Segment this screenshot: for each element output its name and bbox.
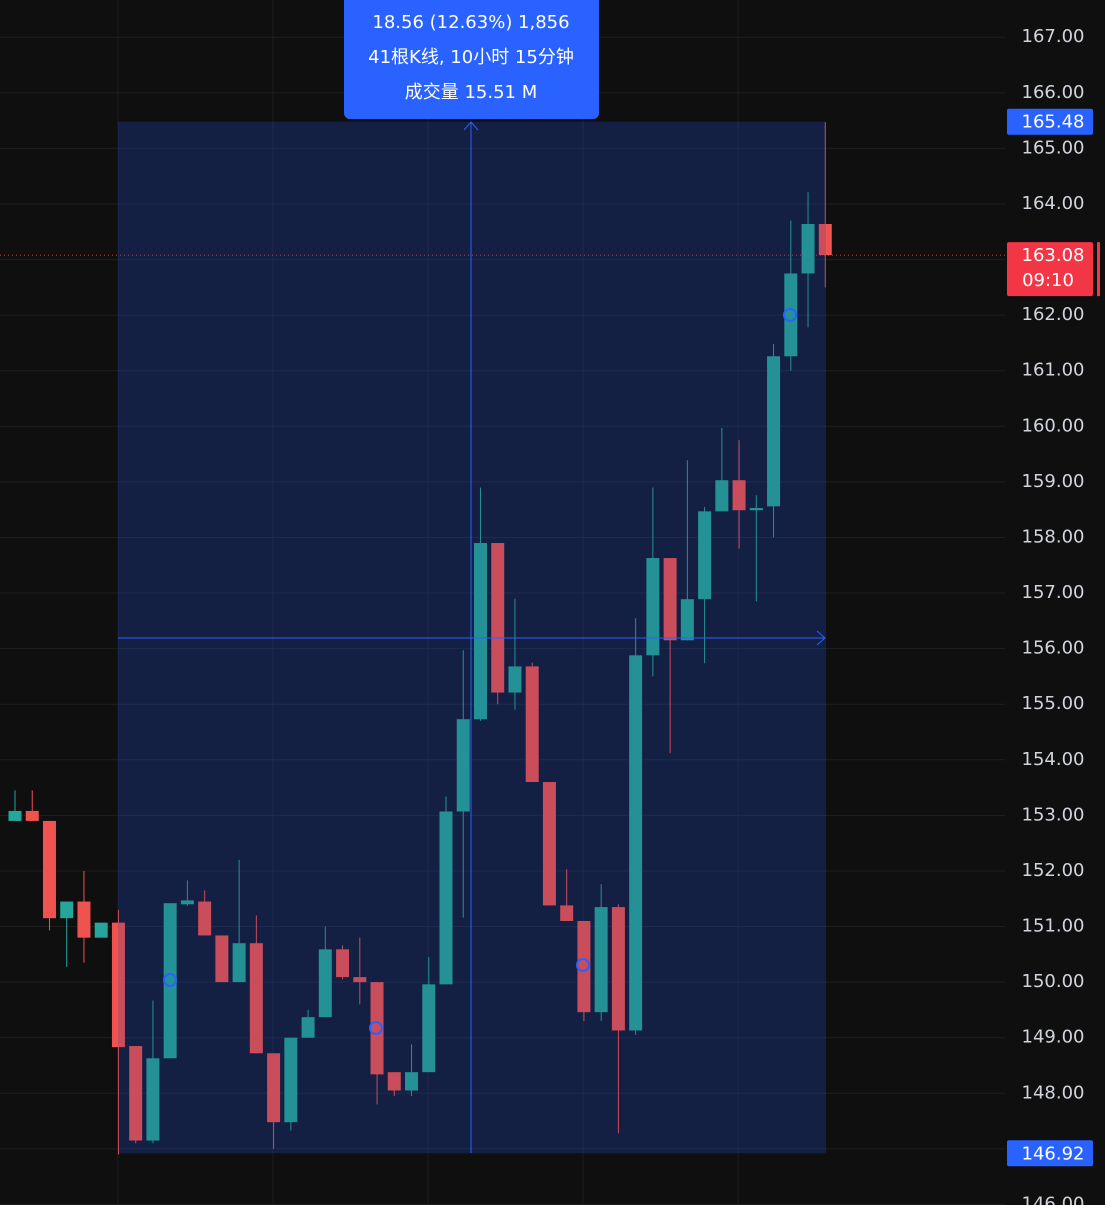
candle-body: [508, 666, 522, 693]
y-tick-label: 164.00: [1022, 193, 1085, 214]
candle-body: [77, 901, 91, 938]
candle-body: [336, 949, 350, 978]
candle-body: [801, 223, 815, 274]
candle-body: [542, 782, 556, 906]
y-tick-label: 150.00: [1022, 971, 1085, 992]
candle-body: [473, 543, 487, 720]
candle-body: [525, 666, 539, 783]
candle-body: [749, 508, 763, 511]
y-tick-label: 148.00: [1022, 1082, 1085, 1103]
candle-body: [163, 903, 177, 1059]
y-tick-label: 146.00: [1022, 1193, 1085, 1205]
y-tick-label: 157.00: [1022, 582, 1085, 603]
candle-body: [611, 907, 625, 1031]
measure-arrow-right: [816, 630, 826, 646]
candle-body: [94, 922, 108, 938]
marker: [369, 1021, 383, 1035]
y-tick-label: 151.00: [1022, 916, 1085, 937]
y-tick-label: 159.00: [1022, 471, 1085, 492]
y-tick-label: 149.00: [1022, 1027, 1085, 1048]
candle-body: [767, 356, 781, 507]
candle-body: [111, 922, 125, 1048]
price-label: 165.48: [1022, 112, 1085, 133]
candle-body: [405, 1072, 419, 1091]
tooltip-line: 成交量 15.51 M: [405, 82, 538, 103]
price-label: 146.92: [1022, 1143, 1085, 1164]
candle-body: [715, 480, 729, 512]
candle-body: [629, 655, 643, 1031]
price-label-box: [1007, 242, 1093, 297]
candle-body: [560, 905, 574, 921]
candle-body: [594, 907, 608, 1013]
candle-body: [732, 480, 746, 511]
candle-body: [232, 943, 246, 983]
y-tick-label: 166.00: [1022, 82, 1085, 103]
candle-body: [198, 901, 212, 936]
marker: [163, 973, 177, 987]
measure-arrow-up: [463, 121, 479, 131]
y-tick-label: 152.00: [1022, 860, 1085, 881]
candle-body: [8, 810, 22, 821]
marker: [783, 308, 797, 322]
candle-body: [680, 599, 694, 641]
y-tick-label: 167.00: [1022, 26, 1085, 47]
candle-body: [456, 719, 470, 812]
candle-body: [146, 1058, 160, 1141]
y-tick-label: 165.00: [1022, 137, 1085, 158]
y-tick-label: 156.00: [1022, 638, 1085, 659]
candle-body: [249, 943, 263, 1054]
candle-body: [318, 949, 332, 1018]
candle-body: [422, 984, 436, 1073]
candle-body: [60, 901, 74, 919]
candle-body: [42, 820, 56, 919]
candle-body: [129, 1046, 143, 1141]
candle-body: [353, 977, 367, 983]
candle-body: [301, 1017, 315, 1038]
tooltip-line: 18.56 (12.63%) 1,856: [372, 12, 569, 33]
candle-body: [387, 1072, 401, 1091]
tooltip-box: [344, 0, 599, 119]
price-label-box: [1007, 1140, 1093, 1167]
candle-body: [284, 1037, 298, 1123]
y-tick-label: 162.00: [1022, 304, 1085, 325]
candle-body: [267, 1053, 281, 1123]
candle-body: [180, 900, 194, 905]
price-axis: [1005, 0, 1105, 1205]
candle-body: [663, 558, 677, 641]
y-tick-label: 160.00: [1022, 415, 1085, 436]
candle-body: [818, 223, 832, 256]
y-tick-label: 155.00: [1022, 693, 1085, 714]
price-label-box: [1007, 108, 1093, 135]
candle-body: [784, 273, 798, 357]
price-countdown: 09:10: [1022, 270, 1074, 291]
price-label: 163.08: [1022, 245, 1085, 266]
candle-body: [215, 935, 229, 983]
candle-body: [370, 982, 384, 1075]
candle-body: [439, 811, 453, 985]
candle-body: [698, 511, 712, 600]
candle-body: [577, 920, 591, 1013]
marker: [576, 958, 590, 972]
candle-body: [25, 810, 39, 821]
tooltip-line: 41根K线, 10小时 15分钟: [368, 47, 574, 68]
y-tick-label: 158.00: [1022, 526, 1085, 547]
candle-body: [646, 558, 660, 656]
y-tick-label: 153.00: [1022, 804, 1085, 825]
current-price-edge: [1097, 242, 1100, 297]
y-tick-label: 161.00: [1022, 360, 1085, 381]
y-tick-label: 154.00: [1022, 749, 1085, 770]
candle-body: [491, 543, 505, 693]
